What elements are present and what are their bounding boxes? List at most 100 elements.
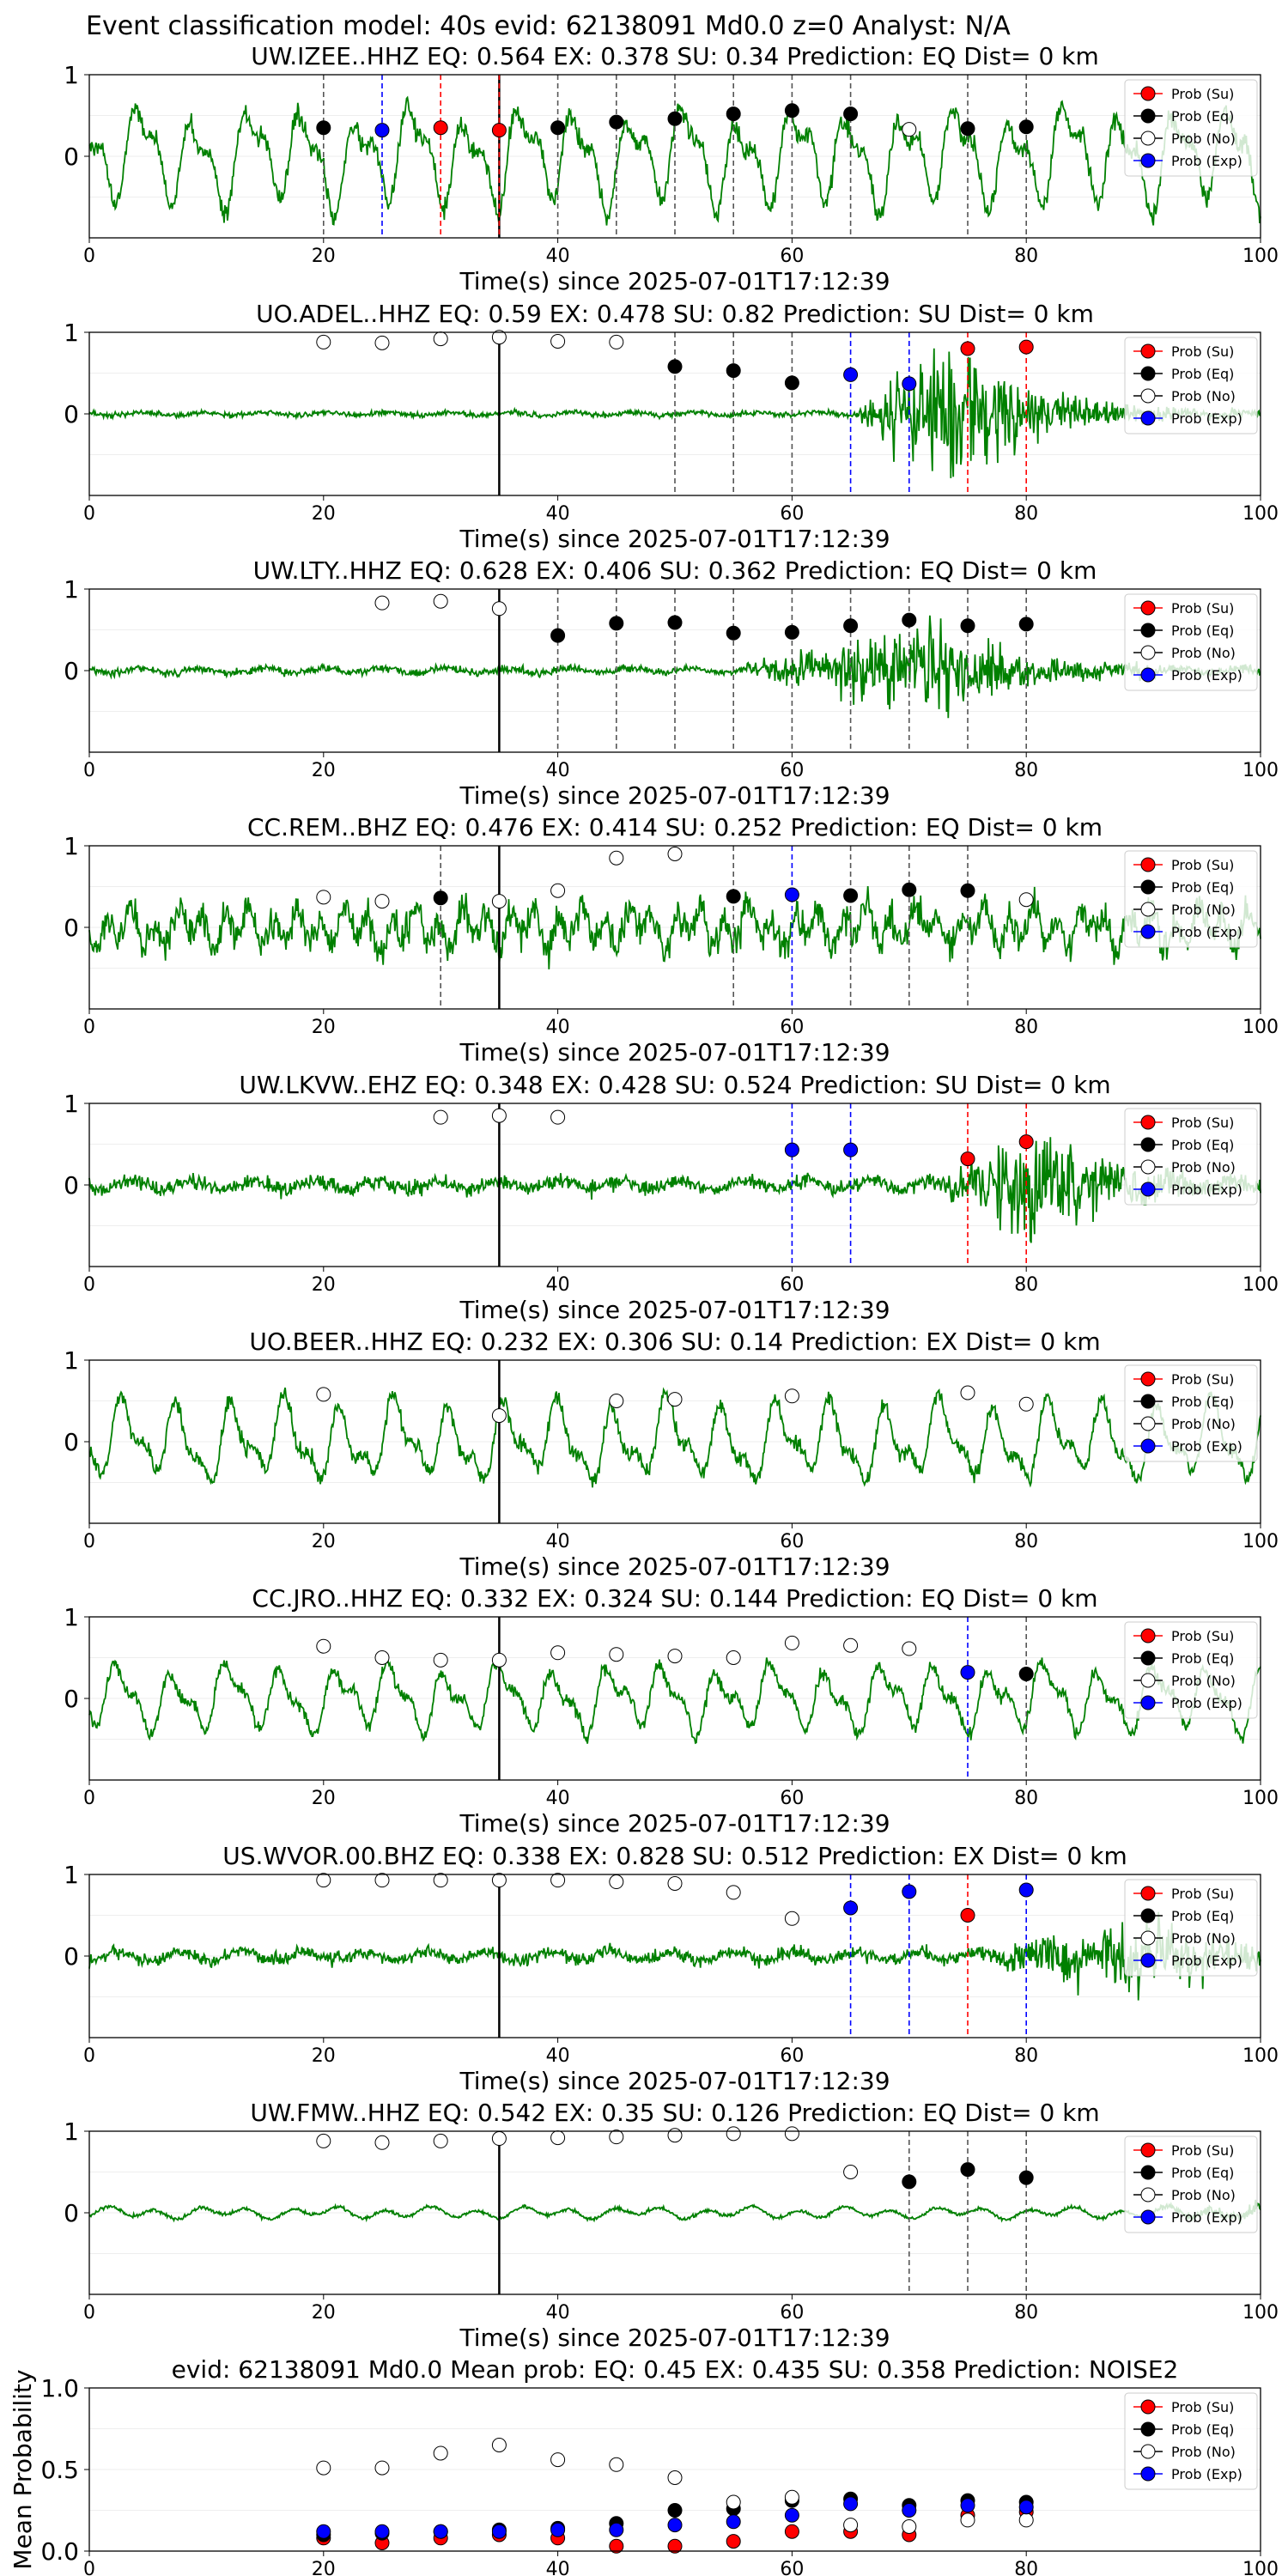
prob-marker-eq	[609, 616, 624, 631]
prob-marker-no	[667, 1875, 683, 1891]
prob-marker-eq	[1018, 1667, 1034, 1681]
prob-marker-no	[667, 847, 683, 861]
prob-marker-no	[550, 1645, 566, 1661]
waveform-trace	[88, 1911, 1261, 2001]
mean-marker-su	[726, 2534, 741, 2549]
mean-marker-exp	[667, 2518, 683, 2533]
mean-marker-exp	[843, 2496, 859, 2512]
prob-marker-no	[726, 1885, 741, 1900]
legend-marker	[1140, 2209, 1156, 2225]
prob-marker-no	[316, 1387, 331, 1402]
x-tick-label: 60	[780, 2045, 804, 2067]
prob-marker-eq	[433, 890, 448, 906]
figure-title: Event classification model: 40s evid: 62…	[86, 11, 1011, 41]
station-panel: UO.ADEL..HHZ EQ: 0.59 EX: 0.478 SU: 0.82…	[64, 300, 1279, 553]
y-tick-label: 1	[64, 575, 79, 604]
prob-marker-no	[433, 331, 448, 347]
legend-label: Prob (No)	[1171, 645, 1236, 661]
legend-marker	[1140, 108, 1156, 124]
legend-marker	[1140, 1416, 1156, 1431]
legend-marker	[1140, 1628, 1156, 1643]
legend-label: Prob (No)	[1171, 388, 1236, 404]
y-tick-label: 0.5	[40, 2456, 79, 2484]
prob-marker-no	[491, 601, 507, 617]
legend-marker	[1140, 410, 1156, 426]
x-tick-label: 40	[546, 1788, 570, 1809]
x-tick-label: 40	[546, 246, 570, 267]
legend-label: Prob (Su)	[1171, 343, 1234, 360]
legend-marker	[1140, 1182, 1156, 1197]
legend-marker	[1140, 2399, 1156, 2415]
x-tick-label: 100	[1242, 1017, 1279, 1038]
legend-marker	[1140, 902, 1156, 917]
mean-marker-no	[726, 2494, 741, 2510]
legend-marker	[1140, 600, 1156, 616]
prob-marker-no	[550, 333, 566, 349]
legend-marker	[1140, 857, 1156, 872]
prob-marker-no	[433, 1109, 448, 1125]
legend-label: Prob (Exp)	[1171, 153, 1242, 169]
prob-marker-eq	[550, 628, 566, 643]
y-tick-label: 0	[64, 657, 79, 685]
legend-marker	[1140, 343, 1156, 359]
prob-marker-no	[491, 1408, 507, 1424]
x-tick-label: 0	[83, 503, 95, 525]
legend-marker	[1140, 1695, 1156, 1710]
prob-marker-no	[1018, 1396, 1034, 1412]
x-axis-label: Time(s) since 2025-07-01T17:12:39	[459, 1296, 890, 1324]
x-tick-label: 60	[780, 2302, 804, 2324]
x-tick-label: 60	[780, 1274, 804, 1296]
x-tick-label: 0	[83, 760, 95, 781]
legend-marker	[1140, 2142, 1156, 2158]
legend-marker	[1140, 623, 1156, 638]
station-panel: US.WVOR.00.BHZ EQ: 0.338 EX: 0.828 SU: 0…	[64, 1842, 1279, 2095]
panel-title: UO.ADEL..HHZ EQ: 0.59 EX: 0.478 SU: 0.82…	[256, 300, 1094, 328]
y-tick-label: 1	[64, 1346, 79, 1375]
prob-marker-su	[1018, 339, 1034, 355]
x-tick-label: 100	[1242, 246, 1279, 267]
legend-label: Prob (Eq)	[1171, 623, 1234, 639]
prob-marker-su	[433, 120, 448, 136]
x-tick-label: 100	[1242, 2559, 1279, 2576]
station-panel: UO.BEER..HHZ EQ: 0.232 EX: 0.306 SU: 0.1…	[64, 1327, 1279, 1581]
x-axis-label: Time(s) since 2025-07-01T17:12:39	[459, 2067, 890, 2095]
prob-marker-eq	[726, 625, 741, 641]
legend-marker	[1140, 86, 1156, 101]
prob-marker-exp	[1018, 1882, 1034, 1898]
prob-marker-no	[609, 2129, 624, 2145]
x-tick-label: 40	[546, 1017, 570, 1038]
x-tick-label: 20	[312, 1274, 336, 1296]
prob-marker-eq	[726, 889, 741, 904]
panel-title: CC.REM..BHZ EQ: 0.476 EX: 0.414 SU: 0.25…	[247, 813, 1103, 841]
legend-marker	[1140, 153, 1156, 168]
legend-marker	[1140, 924, 1156, 939]
x-tick-label: 80	[1014, 503, 1038, 525]
x-tick-label: 80	[1014, 1788, 1038, 1809]
x-axis-label: Time(s) since 2025-07-01T17:12:39	[459, 1552, 890, 1581]
x-tick-label: 60	[780, 503, 804, 525]
prob-marker-no	[667, 1392, 683, 1407]
mean-marker-no	[1018, 2512, 1034, 2528]
station-panel: UW.LKVW..EHZ EQ: 0.348 EX: 0.428 SU: 0.5…	[64, 1071, 1279, 1324]
mean-marker-exp	[1018, 2500, 1034, 2515]
y-tick-label: 1	[64, 1603, 79, 1631]
prob-marker-eq	[784, 375, 799, 391]
prob-marker-eq	[960, 618, 975, 634]
prob-marker-no	[843, 1637, 859, 1653]
x-tick-label: 80	[1014, 2559, 1038, 2576]
y-tick-label: 0	[64, 143, 79, 171]
legend-marker	[1140, 2444, 1156, 2459]
panel-title: evid: 62138091 Md0.0 Mean prob: EQ: 0.45…	[172, 2355, 1179, 2384]
y-tick-label: 1	[64, 61, 79, 89]
legend-box	[1124, 2392, 1258, 2490]
x-axis-label: Time(s) since 2025-07-01T17:12:39	[459, 781, 890, 810]
legend-marker	[1140, 2466, 1156, 2482]
prob-marker-eq	[667, 111, 683, 126]
prob-marker-su	[491, 123, 507, 138]
prob-marker-eq	[726, 363, 741, 379]
prob-marker-no	[374, 595, 390, 611]
mean-marker-su	[784, 2524, 799, 2539]
legend-marker	[1140, 1650, 1156, 1666]
legend-marker	[1140, 388, 1156, 404]
mean-marker-no	[433, 2445, 448, 2461]
